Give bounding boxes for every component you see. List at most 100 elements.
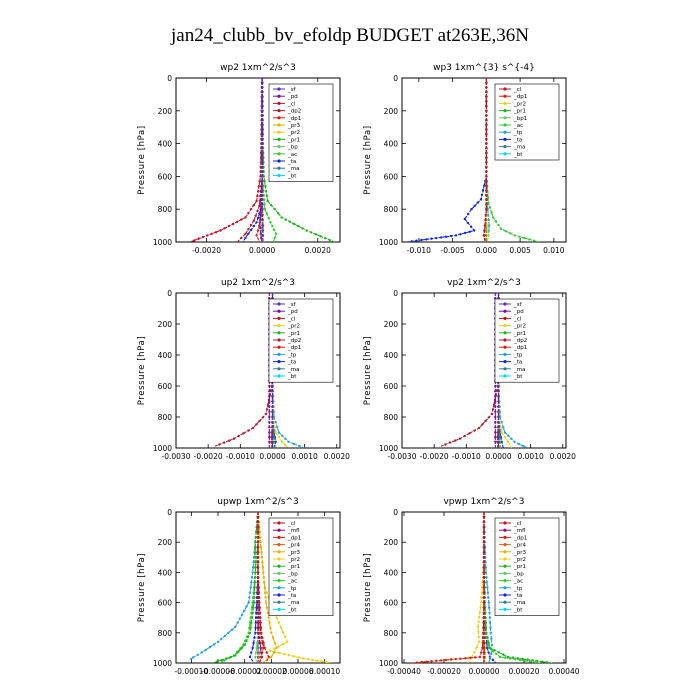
y-axis-label: Pressure [hPa] [363,553,373,622]
x-tick-label: -0.0020 [192,246,221,255]
series-marker [482,626,486,629]
series-marker [270,203,273,207]
series-marker [237,434,240,438]
series-marker [223,227,226,230]
legend-label: _ac [287,152,297,158]
series-marker [485,100,488,103]
series-marker [454,234,458,237]
legend-marker [277,571,281,576]
legend-marker [503,109,507,113]
series-marker [482,601,486,604]
legend: _cl_mfl_dp1_pr4_pr3_pr2_pr1_bp_ac_tp_ta_… [494,517,560,616]
series-marker [265,606,269,609]
legend-label: _bt [287,173,297,179]
series-marker [482,655,486,659]
series-marker [310,231,313,234]
series-marker [258,530,261,534]
series-marker [271,410,274,413]
series-marker [485,224,489,227]
series-marker [261,137,264,141]
series-marker [487,606,491,609]
series-marker [261,234,265,237]
series-marker [485,78,488,80]
series-marker [513,658,517,661]
series-marker [252,224,255,228]
legend-marker [503,331,507,335]
series-marker [257,581,260,584]
series-marker [236,621,239,624]
y-tick-label: 0 [393,508,398,517]
y-axis-label: Pressure [hPa] [137,553,147,622]
series-marker [234,654,237,657]
series-marker [256,194,259,198]
series-marker [502,653,505,656]
series-marker [267,655,270,659]
legend-label: _bp [287,571,298,577]
series-marker [260,636,263,639]
x-tick-label: 0.010 [543,246,565,255]
series-marker [482,631,486,634]
legend-marker [277,159,281,163]
series-marker [439,659,443,662]
y-tick-label: 800 [384,413,399,422]
series-marker [488,206,492,209]
legend-label: _tp [513,130,523,136]
series-marker [497,384,500,388]
series-marker [292,442,296,446]
series-marker [280,216,283,219]
series-marker [256,541,260,544]
series-marker [258,180,261,183]
series-marker [252,641,255,645]
series-marker [516,657,519,660]
series-marker [482,566,486,569]
panels: wp2 1xm^2/s^3 Pressure [hPa] 0 200 400 600 800… [137,63,580,676]
series-marker [273,208,276,211]
series-marker [254,551,257,554]
legend-marker [503,367,507,371]
series-marker [477,630,480,633]
series-group [406,78,540,242]
legend-label: _ac [513,579,523,585]
series-marker [261,100,264,103]
series-marker [250,576,254,579]
y-axis-label: Pressure [hPa] [363,336,373,405]
x-tick-label: 0.005 [509,246,531,255]
series-marker [518,658,522,662]
series-marker [481,423,484,426]
series-marker [482,641,486,645]
series-marker [487,601,490,604]
series-marker [253,591,256,594]
series-marker [473,656,477,659]
series-marker [261,175,264,178]
series-marker [463,231,467,235]
series-marker [499,426,502,429]
series-marker [482,646,486,650]
legend-marker [277,535,281,540]
series-marker [247,429,250,432]
x-tick-label: -0.00020 [427,667,461,676]
series-marker [259,175,262,178]
legend-label: _pr1 [513,564,526,570]
legend-label: _dp1 [513,345,527,351]
series-marker [261,179,264,183]
series-line-pr2 [467,512,485,663]
series-marker [425,660,428,663]
series-marker [497,395,500,398]
series-marker [473,229,476,232]
series-marker [256,631,260,634]
series-marker [261,114,264,117]
series-marker [264,596,267,599]
legend-marker [277,123,281,127]
series-marker [497,410,500,413]
series-marker [485,128,488,131]
legend-marker [277,130,281,134]
y-tick-label: 1000 [153,444,172,453]
series-marker [482,541,486,544]
series-marker [513,440,516,443]
legend-label: _tp [513,352,523,358]
series-marker [256,216,260,220]
series-marker [256,566,260,569]
series-marker [485,109,488,113]
series-marker [491,649,494,653]
legend-marker [277,564,281,568]
